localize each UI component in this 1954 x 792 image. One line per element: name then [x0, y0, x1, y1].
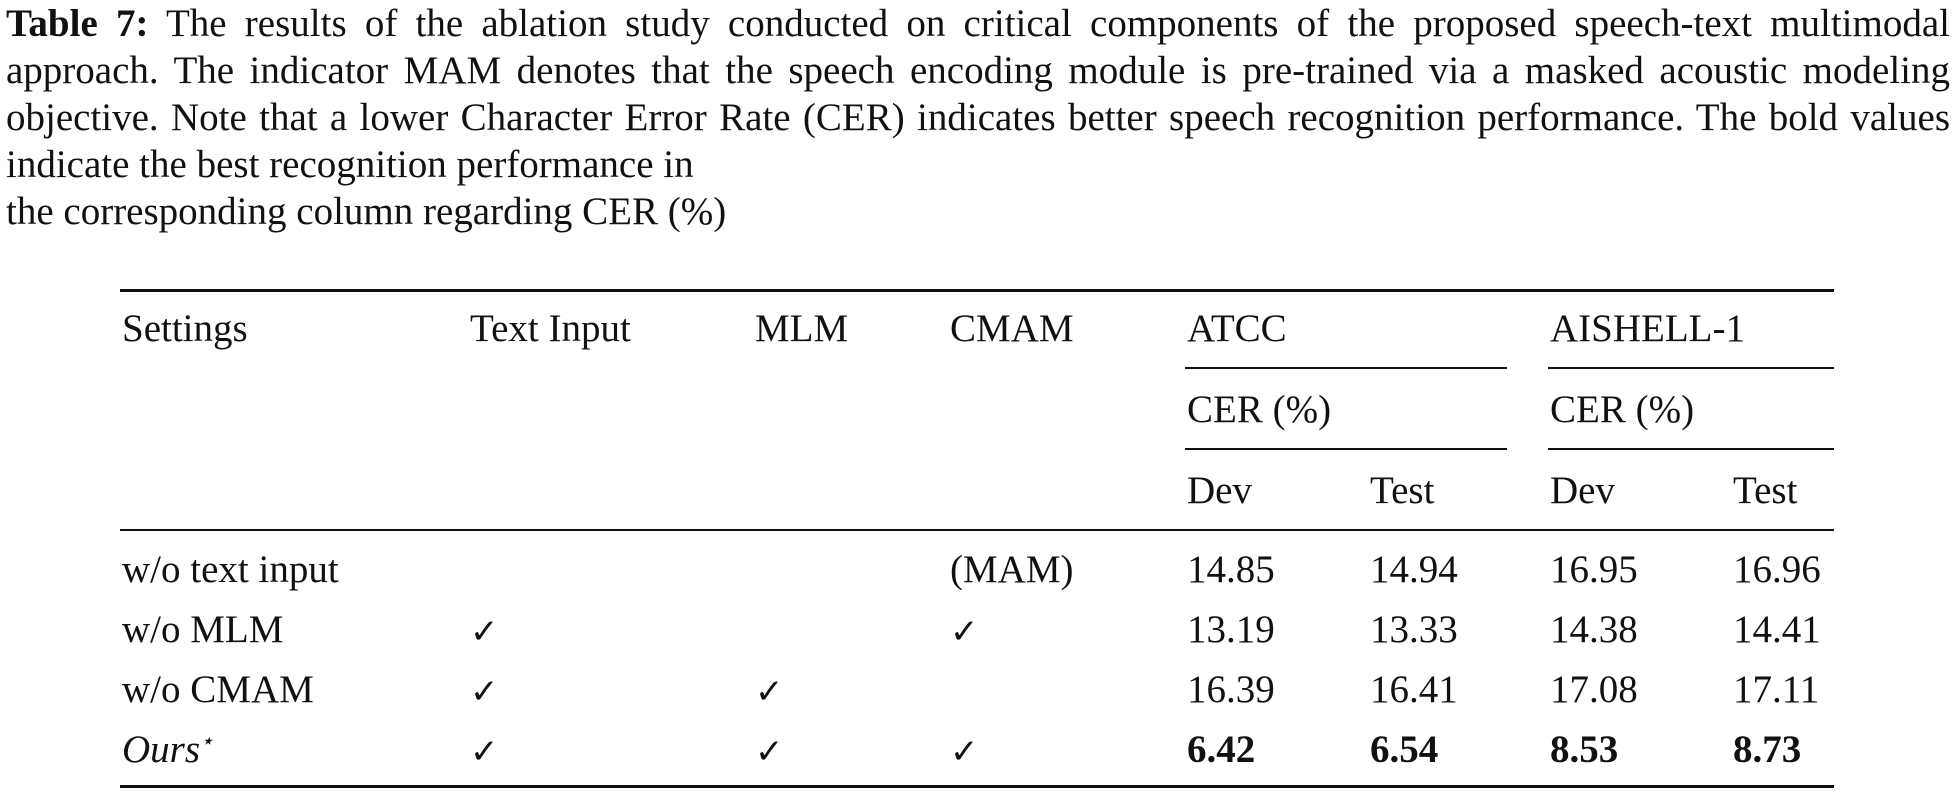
table-header-rule: [120, 529, 1834, 531]
row-setting: w/o text input: [122, 548, 339, 591]
atcc-group-rule: [1185, 367, 1507, 369]
table-bottom-rule: [120, 785, 1834, 788]
row-atcc-test: 13.33: [1370, 608, 1458, 651]
header-atcc-metric: CER (%): [1187, 388, 1332, 431]
row-atcc-test: 16.41: [1370, 668, 1458, 711]
row-atcc-dev-best: 6.42: [1187, 728, 1256, 771]
row-cmam-check: ✓: [950, 612, 979, 652]
table-caption: Table 7: The results of the ablation stu…: [6, 0, 1950, 235]
header-aishell-test: Test: [1733, 469, 1798, 512]
header-aishell-metric: CER (%): [1550, 388, 1695, 431]
table-top-rule: [120, 289, 1834, 292]
header-text-input: Text Input: [470, 307, 631, 350]
star-mark: ⋆: [200, 728, 214, 753]
row-setting: w/o MLM: [122, 608, 284, 651]
row-setting-label: Ours: [122, 728, 201, 771]
row-mlm-check: ✓: [755, 732, 784, 772]
row-atcc-dev: 14.85: [1187, 548, 1275, 591]
row-aishell-test: 17.11: [1733, 668, 1820, 711]
row-aishell-dev: 17.08: [1550, 668, 1638, 711]
row-mlm-check: ✓: [755, 672, 784, 712]
header-settings: Settings: [122, 307, 248, 350]
row-atcc-dev: 16.39: [1187, 668, 1275, 711]
header-atcc-dev: Dev: [1187, 469, 1252, 512]
row-aishell-dev: 14.38: [1550, 608, 1638, 651]
row-text-input-check: ✓: [470, 612, 499, 652]
row-cmam: (MAM): [950, 548, 1074, 591]
row-aishell-dev-best: 8.53: [1550, 728, 1619, 771]
aishell-metric-rule: [1548, 448, 1834, 450]
row-cmam-check: ✓: [950, 732, 979, 772]
header-aishell-dev: Dev: [1550, 469, 1615, 512]
row-text-input-check: ✓: [470, 732, 499, 772]
caption-text: The results of the ablation study conduc…: [6, 2, 1950, 186]
aishell-group-rule: [1548, 367, 1834, 369]
row-aishell-test-best: 8.73: [1733, 728, 1802, 771]
row-aishell-test: 16.96: [1733, 548, 1821, 591]
caption-text-last: the corresponding column regarding CER (…: [6, 190, 727, 233]
row-setting: w/o CMAM: [122, 668, 314, 711]
row-text-input-check: ✓: [470, 672, 499, 712]
caption-label: Table 7:: [6, 2, 149, 45]
atcc-metric-rule: [1185, 448, 1507, 450]
row-atcc-test: 14.94: [1370, 548, 1458, 591]
header-atcc: ATCC: [1187, 307, 1287, 350]
row-setting-ours: Ours⋆: [122, 728, 214, 772]
header-atcc-test: Test: [1370, 469, 1435, 512]
header-mlm: MLM: [755, 307, 849, 350]
row-atcc-test-best: 6.54: [1370, 728, 1439, 771]
row-aishell-test: 14.41: [1733, 608, 1821, 651]
header-aishell: AISHELL-1: [1550, 307, 1745, 350]
header-cmam: CMAM: [950, 307, 1074, 350]
row-aishell-dev: 16.95: [1550, 548, 1638, 591]
row-atcc-dev: 13.19: [1187, 608, 1275, 651]
